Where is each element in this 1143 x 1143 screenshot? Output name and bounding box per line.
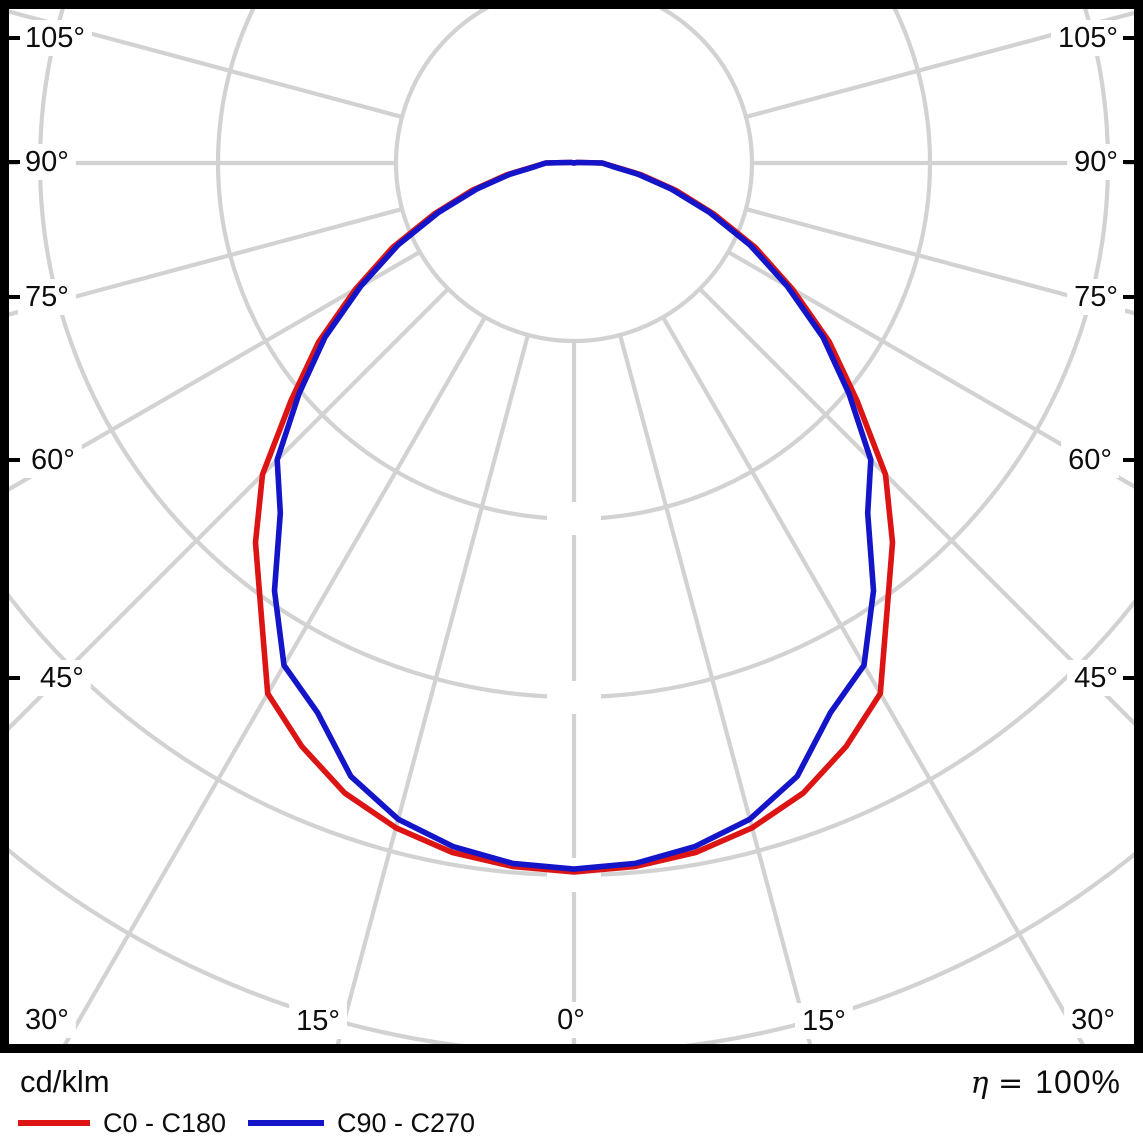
- angle-label: 90°: [25, 146, 69, 178]
- legend-item-c90-c270: C90 - C270: [248, 1107, 476, 1138]
- angle-label-halo: [795, 1003, 853, 1039]
- radial-gridline: [335, 334, 530, 1044]
- angle-label: 30°: [25, 1004, 69, 1036]
- angle-label: 45°: [1074, 662, 1118, 694]
- angle-label-halo: [550, 1002, 592, 1038]
- efficiency-symbol: η =: [970, 1066, 1024, 1101]
- efficiency-label: η = 100%: [971, 1064, 1122, 1101]
- curve-c90-c270: [271, 159, 877, 872]
- axis-label-gap: [547, 502, 601, 535]
- plot-frame: [0, 0, 1143, 1053]
- radial-gridline: [618, 334, 813, 1044]
- angle-label-halo: [1067, 279, 1125, 315]
- angle-label: 30°: [1071, 1004, 1115, 1036]
- angle-label: 75°: [1074, 281, 1118, 313]
- legend-label-c90-c270: C90 - C270: [337, 1107, 476, 1138]
- axis-label-gap: [547, 681, 601, 714]
- angle-label: 15°: [296, 1005, 340, 1037]
- radial-gridline: [9, 250, 421, 492]
- angle-label-halo: [1061, 442, 1119, 478]
- angle-label: 90°: [1074, 146, 1118, 178]
- radial-gridline: [9, 207, 403, 317]
- radial-gridline: [745, 10, 1134, 119]
- legend-label-c0-c180: C0 - C180: [103, 1107, 227, 1138]
- angle-label-halo: [18, 279, 76, 315]
- axis-label-gap: [547, 858, 601, 892]
- angle-label: 60°: [1068, 444, 1112, 476]
- angle-label-halo: [33, 660, 91, 696]
- angle-label: 60°: [31, 444, 75, 476]
- radial-gridline: [62, 316, 487, 1044]
- angle-label-halo: [1067, 144, 1125, 180]
- angle-label-halo: [289, 1003, 347, 1039]
- grid-ring: [393, 9, 755, 344]
- angle-label-halo: [18, 1002, 76, 1038]
- angle-label: 105°: [1058, 22, 1118, 54]
- angle-label: 15°: [802, 1005, 846, 1037]
- radial-gridline: [745, 207, 1134, 316]
- angle-label-halo: [18, 144, 76, 180]
- legend-swatch-c0-c180: [18, 1120, 90, 1126]
- angle-label-halo: [1051, 20, 1125, 56]
- unit-label: cd/klm: [20, 1064, 110, 1099]
- angle-label: 75°: [25, 281, 69, 313]
- legend-item-c0-c180: C0 - C180: [18, 1107, 227, 1138]
- angle-label-halo: [1067, 660, 1125, 696]
- efficiency-value: 100%: [1035, 1064, 1121, 1100]
- angle-label: 105°: [25, 22, 85, 54]
- radial-gridline: [727, 250, 1134, 489]
- angle-label-halo: [18, 20, 92, 56]
- angle-label-halo: [24, 442, 82, 478]
- legend-swatch-c90-c270: [248, 1120, 324, 1126]
- angle-label-halo: [1064, 1002, 1122, 1038]
- angle-label: 0°: [557, 1004, 585, 1036]
- angle-label: 45°: [40, 662, 84, 694]
- radial-gridline: [9, 9, 403, 119]
- radial-gridline: [661, 316, 1086, 1044]
- grid-ring: [9, 592, 1134, 877]
